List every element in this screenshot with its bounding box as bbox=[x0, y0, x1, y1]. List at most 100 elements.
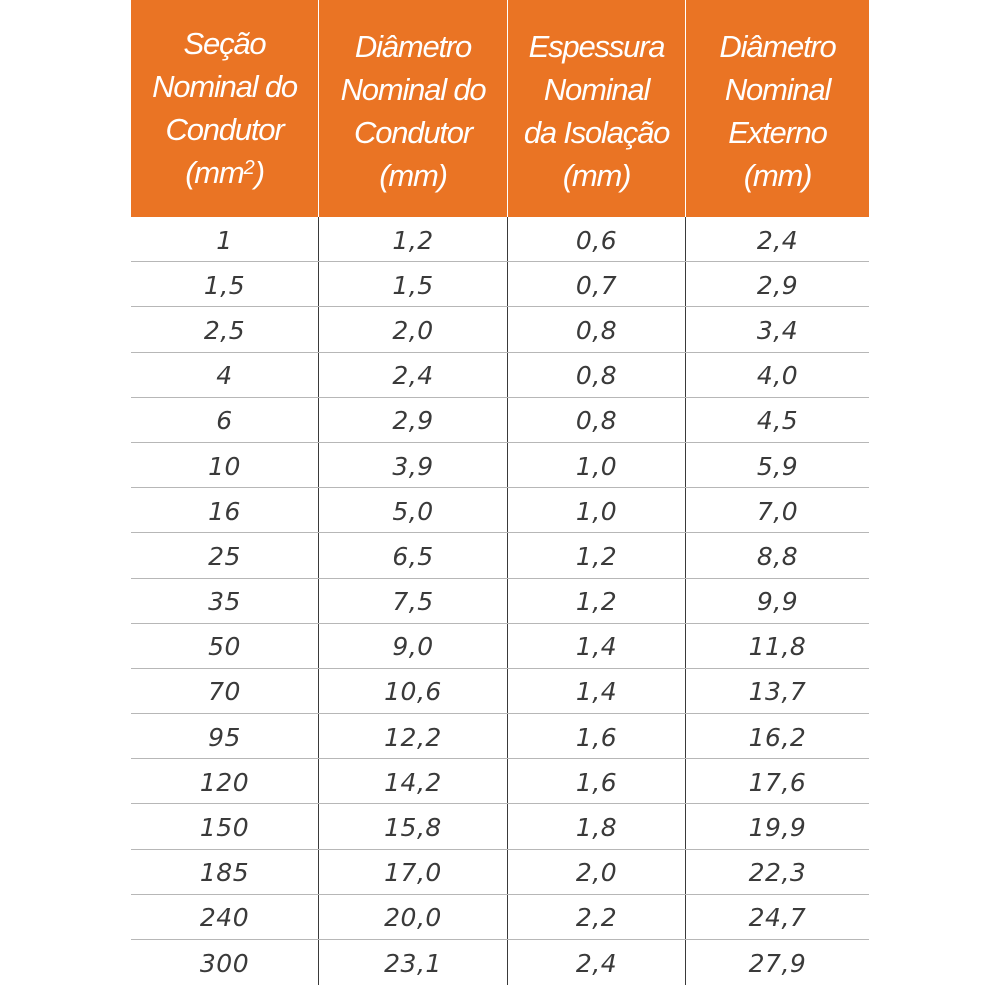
table-cell: 120 bbox=[199, 767, 250, 797]
header-line: Nominal bbox=[543, 71, 651, 107]
table-cell: 17,0 bbox=[318, 849, 507, 894]
table-cell: 2,4 bbox=[318, 352, 507, 397]
table-cell: 13,7 bbox=[685, 668, 869, 714]
header-line: Diâmetro bbox=[354, 28, 472, 64]
table-cell: 1,2 bbox=[507, 578, 685, 623]
table-cell: 1,2 bbox=[507, 533, 685, 578]
header-line: Seção bbox=[183, 26, 267, 61]
table-cell: 10,6 bbox=[318, 668, 507, 714]
table-cell: 24,7 bbox=[685, 894, 869, 939]
table-cell: 1,6 bbox=[507, 759, 685, 804]
table-cell: 2,9 bbox=[685, 262, 869, 307]
table-cell: 240 bbox=[199, 903, 250, 933]
table-cell: 1,5 bbox=[203, 270, 246, 300]
table-cell: 6,5 bbox=[318, 533, 507, 578]
header-line: Condutor bbox=[165, 112, 285, 147]
table-cell: 4 bbox=[216, 361, 233, 391]
header-line: (mm) bbox=[743, 157, 813, 193]
table-cell: 1,5 bbox=[318, 262, 507, 307]
table-cell: 2,4 bbox=[507, 940, 685, 986]
table-cell: 1,2 bbox=[318, 217, 507, 262]
table-row: 2,5 2,0 0,8 3,4 bbox=[131, 307, 869, 353]
header-line: (mm) bbox=[562, 157, 632, 193]
header-line: da Isolação bbox=[523, 114, 671, 150]
table-cell: 50 bbox=[208, 632, 241, 662]
header-line: Nominal do bbox=[340, 71, 487, 107]
table-cell: 2,2 bbox=[507, 894, 685, 939]
header-line: (mm) bbox=[379, 157, 448, 193]
header-secao-nominal: Seção Nominal do Condutor (mm2) bbox=[131, 0, 318, 217]
table-cell: 11,8 bbox=[685, 623, 869, 668]
table-cell: 15,8 bbox=[318, 804, 507, 849]
header-unit: (mm2) bbox=[185, 151, 265, 199]
table-row: 25 6,5 1,2 8,8 bbox=[131, 533, 869, 579]
table-cell: 7,5 bbox=[318, 578, 507, 623]
header-line: Nominal bbox=[724, 71, 832, 107]
table-cell: 25 bbox=[208, 541, 241, 571]
table-row: 240 20,0 2,2 24,7 bbox=[131, 894, 869, 940]
table-cell: 1,4 bbox=[507, 668, 685, 714]
table-cell: 12,2 bbox=[318, 714, 507, 759]
table-cell: 22,3 bbox=[685, 849, 869, 894]
table-cell: 4,0 bbox=[685, 352, 869, 397]
table-cell: 0,8 bbox=[507, 397, 685, 442]
table-cell: 19,9 bbox=[685, 804, 869, 849]
table-cell: 5,9 bbox=[685, 442, 869, 488]
table-row: 185 17,0 2,0 22,3 bbox=[131, 849, 869, 895]
table-cell: 95 bbox=[208, 722, 241, 752]
table-row: 300 23,1 2,4 27,9 bbox=[131, 940, 869, 986]
table-cell: 0,8 bbox=[507, 352, 685, 397]
table-row: 70 10,6 1,4 13,7 bbox=[131, 668, 869, 715]
table-cell: 3,4 bbox=[685, 307, 869, 352]
table-cell: 1 bbox=[216, 225, 233, 255]
table-cell: 1,6 bbox=[507, 714, 685, 759]
table-cell: 7,0 bbox=[685, 488, 869, 533]
table-cell: 150 bbox=[199, 813, 250, 843]
table-cell: 1,0 bbox=[507, 488, 685, 533]
table-body: 1 1,2 0,6 2,4 1,5 1,5 0,7 2,9 2,5 2,0 0,8 3,4 4 2,4 0,… bbox=[131, 217, 869, 986]
unit-superscript: 2 bbox=[243, 157, 255, 179]
table-cell: 4,5 bbox=[685, 397, 869, 442]
table-row: 35 7,5 1,2 9,9 bbox=[131, 578, 869, 624]
table-header: Seção Nominal do Condutor (mm2) Diâmetro… bbox=[131, 0, 869, 217]
table-cell: 27,9 bbox=[685, 940, 869, 986]
header-line: Externo bbox=[728, 114, 828, 150]
table-cell: 300 bbox=[199, 949, 250, 979]
header-diametro-externo: Diâmetro Nominal Externo (mm) bbox=[685, 0, 869, 217]
unit-close: ) bbox=[254, 155, 265, 190]
table-cell: 10 bbox=[208, 451, 241, 481]
table-cell: 9,9 bbox=[685, 578, 869, 623]
cable-spec-table: Seção Nominal do Condutor (mm2) Diâmetro… bbox=[131, 0, 869, 1000]
table-row: 16 5,0 1,0 7,0 bbox=[131, 488, 869, 534]
unit-base: (mm bbox=[185, 155, 245, 190]
table-cell: 185 bbox=[199, 858, 250, 888]
table-row: 1 1,2 0,6 2,4 bbox=[131, 217, 869, 263]
table-cell: 1,0 bbox=[507, 442, 685, 488]
table-row: 6 2,9 0,8 4,5 bbox=[131, 397, 869, 443]
table-row: 120 14,2 1,6 17,6 bbox=[131, 759, 869, 805]
table-cell: 70 bbox=[208, 677, 241, 707]
table-cell: 2,0 bbox=[507, 849, 685, 894]
table-cell: 8,8 bbox=[685, 533, 869, 578]
table-cell: 1,4 bbox=[507, 623, 685, 668]
table-row: 50 9,0 1,4 11,8 bbox=[131, 623, 869, 669]
table-cell: 17,6 bbox=[685, 759, 869, 804]
header-line: Espessura bbox=[528, 28, 666, 64]
table-cell: 0,6 bbox=[507, 217, 685, 262]
table-cell: 16 bbox=[208, 496, 241, 526]
table-cell: 2,4 bbox=[685, 217, 869, 262]
table-cell: 16,2 bbox=[685, 714, 869, 759]
table-row: 1,5 1,5 0,7 2,9 bbox=[131, 262, 869, 308]
table-row: 150 15,8 1,8 19,9 bbox=[131, 804, 869, 850]
header-line: Nominal do bbox=[152, 69, 298, 104]
table-cell: 1,8 bbox=[507, 804, 685, 849]
header-line: Diâmetro bbox=[719, 28, 836, 64]
table-cell: 20,0 bbox=[318, 894, 507, 939]
table-row: 4 2,4 0,8 4,0 bbox=[131, 352, 869, 398]
table-cell: 6 bbox=[216, 406, 233, 436]
table-cell: 2,9 bbox=[318, 397, 507, 442]
table-cell: 14,2 bbox=[318, 759, 507, 804]
table-cell: 2,0 bbox=[318, 307, 507, 352]
table-cell: 9,0 bbox=[318, 623, 507, 668]
table-row: 10 3,9 1,0 5,9 bbox=[131, 442, 869, 489]
